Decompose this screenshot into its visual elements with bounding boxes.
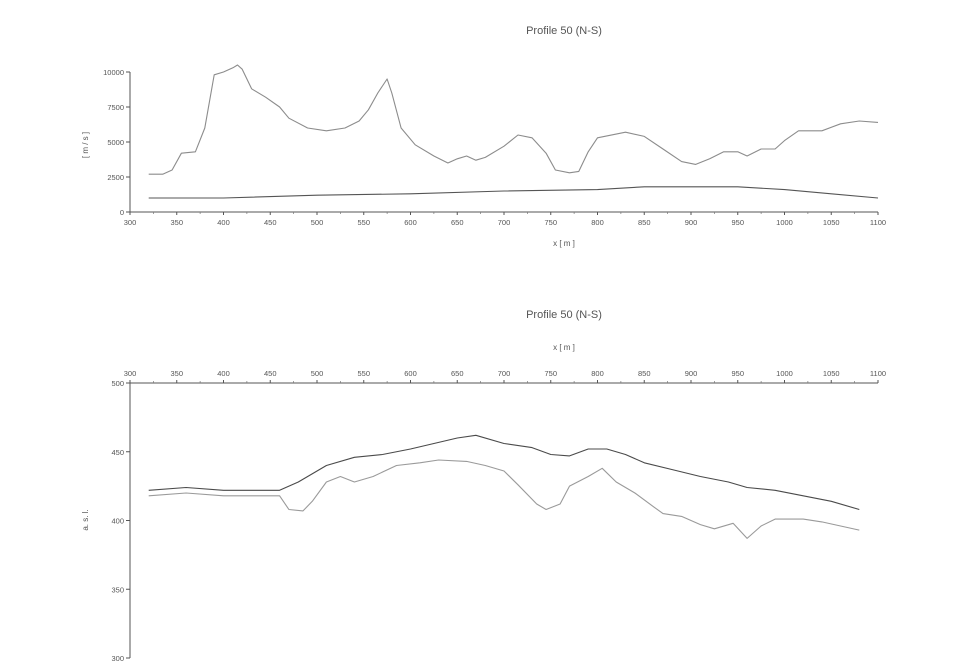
bottom-x-tick-label: 600 <box>404 369 417 378</box>
bottom-x-tick-label: 1100 <box>870 369 886 378</box>
bottom-x-tick-label: 1000 <box>776 369 793 378</box>
top-x-tick-label: 950 <box>731 218 744 227</box>
bottom-x-tick-label: 550 <box>357 369 370 378</box>
bottom-x-tick-label: 650 <box>451 369 464 378</box>
top-x-tick-label: 400 <box>217 218 230 227</box>
bottom-x-tick-label: 950 <box>731 369 744 378</box>
bottom-x-tick-label: 850 <box>638 369 651 378</box>
top-x-tick-label: 300 <box>124 218 137 227</box>
top-chart-title: Profile 50 (N-S) <box>526 25 602 37</box>
top-x-tick-label: 600 <box>404 218 417 227</box>
bottom-series-2-line <box>148 459 860 539</box>
top-chart: Profile 50 (N-S) 300 350 400 450 500 550 600 650… <box>81 25 886 248</box>
bottom-y-tick-label: 350 <box>111 585 124 594</box>
bottom-y-tick-label: 500 <box>111 379 124 388</box>
top-x-tick-label: 1000 <box>776 218 793 227</box>
bottom-y-tick-label: 300 <box>111 654 124 663</box>
top-y-tick-label: 10000 <box>103 68 124 77</box>
top-x-tick-label: 900 <box>685 218 698 227</box>
top-x-tick-label: 500 <box>311 218 324 227</box>
bottom-chart: Profile 50 (N-S) 300 350 400 450 500 550 600 650… <box>81 309 886 663</box>
top-x-tick-label: 1100 <box>870 218 886 227</box>
top-y-tick-label: 2500 <box>107 173 124 182</box>
top-x-tick-label: 550 <box>357 218 370 227</box>
top-x-axis-label: x [ m ] <box>553 239 575 248</box>
top-y-tick-label: 7500 <box>107 103 124 112</box>
top-series-2-line <box>148 186 879 199</box>
top-x-tick-label: 750 <box>544 218 557 227</box>
top-x-tick-label: 850 <box>638 218 651 227</box>
bottom-y-tick-label: 450 <box>111 448 124 457</box>
top-y-axis-label: [ m / s ] <box>81 132 90 158</box>
bottom-x-tick-label: 350 <box>170 369 183 378</box>
bottom-x-tick-label: 750 <box>544 369 557 378</box>
bottom-chart-title: Profile 50 (N-S) <box>526 309 602 321</box>
top-x-tick-label: 700 <box>498 218 511 227</box>
bottom-series-1-line <box>148 434 860 511</box>
bottom-y-tick-label: 400 <box>111 517 124 526</box>
top-y-tick-label: 5000 <box>107 138 124 147</box>
bottom-x-tick-label: 700 <box>498 369 511 378</box>
bottom-x-axis-label: x [ m ] <box>553 343 575 352</box>
top-y-tick-label: 0 <box>120 208 124 217</box>
top-series-1-line <box>148 64 879 175</box>
top-x-tick-label: 800 <box>591 218 604 227</box>
bottom-x-tick-label: 900 <box>685 369 698 378</box>
bottom-x-tick-label: 500 <box>311 369 324 378</box>
top-x-tick-label: 450 <box>264 218 277 227</box>
top-x-tick-label: 350 <box>170 218 183 227</box>
bottom-x-tick-label: 300 <box>124 369 137 378</box>
bottom-x-tick-label: 450 <box>264 369 277 378</box>
bottom-x-tick-label: 1050 <box>823 369 840 378</box>
bottom-x-tick-label: 400 <box>217 369 230 378</box>
bottom-y-axis-label: a. s. l. <box>81 509 90 530</box>
top-x-tick-label: 650 <box>451 218 464 227</box>
top-x-tick-label: 1050 <box>823 218 840 227</box>
bottom-x-tick-label: 800 <box>591 369 604 378</box>
